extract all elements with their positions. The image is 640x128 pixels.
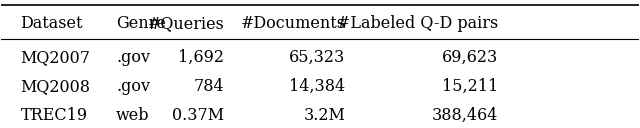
Text: Dataset: Dataset [20,15,83,32]
Text: #Queries: #Queries [148,15,225,32]
Text: .gov: .gov [116,78,150,95]
Text: 69,623: 69,623 [442,49,499,66]
Text: 388,464: 388,464 [432,107,499,124]
Text: #Documents: #Documents [241,15,346,32]
Text: .gov: .gov [116,49,150,66]
Text: Genre: Genre [116,15,166,32]
Text: TREC19: TREC19 [20,107,88,124]
Text: 784: 784 [194,78,225,95]
Text: MQ2007: MQ2007 [20,49,90,66]
Text: 3.2M: 3.2M [303,107,346,124]
Text: 1,692: 1,692 [179,49,225,66]
Text: #Labeled Q-D pairs: #Labeled Q-D pairs [337,15,499,32]
Text: 0.37M: 0.37M [172,107,225,124]
Text: web: web [116,107,150,124]
Text: 65,323: 65,323 [289,49,346,66]
Text: MQ2008: MQ2008 [20,78,90,95]
Text: 15,211: 15,211 [442,78,499,95]
Text: 14,384: 14,384 [289,78,346,95]
